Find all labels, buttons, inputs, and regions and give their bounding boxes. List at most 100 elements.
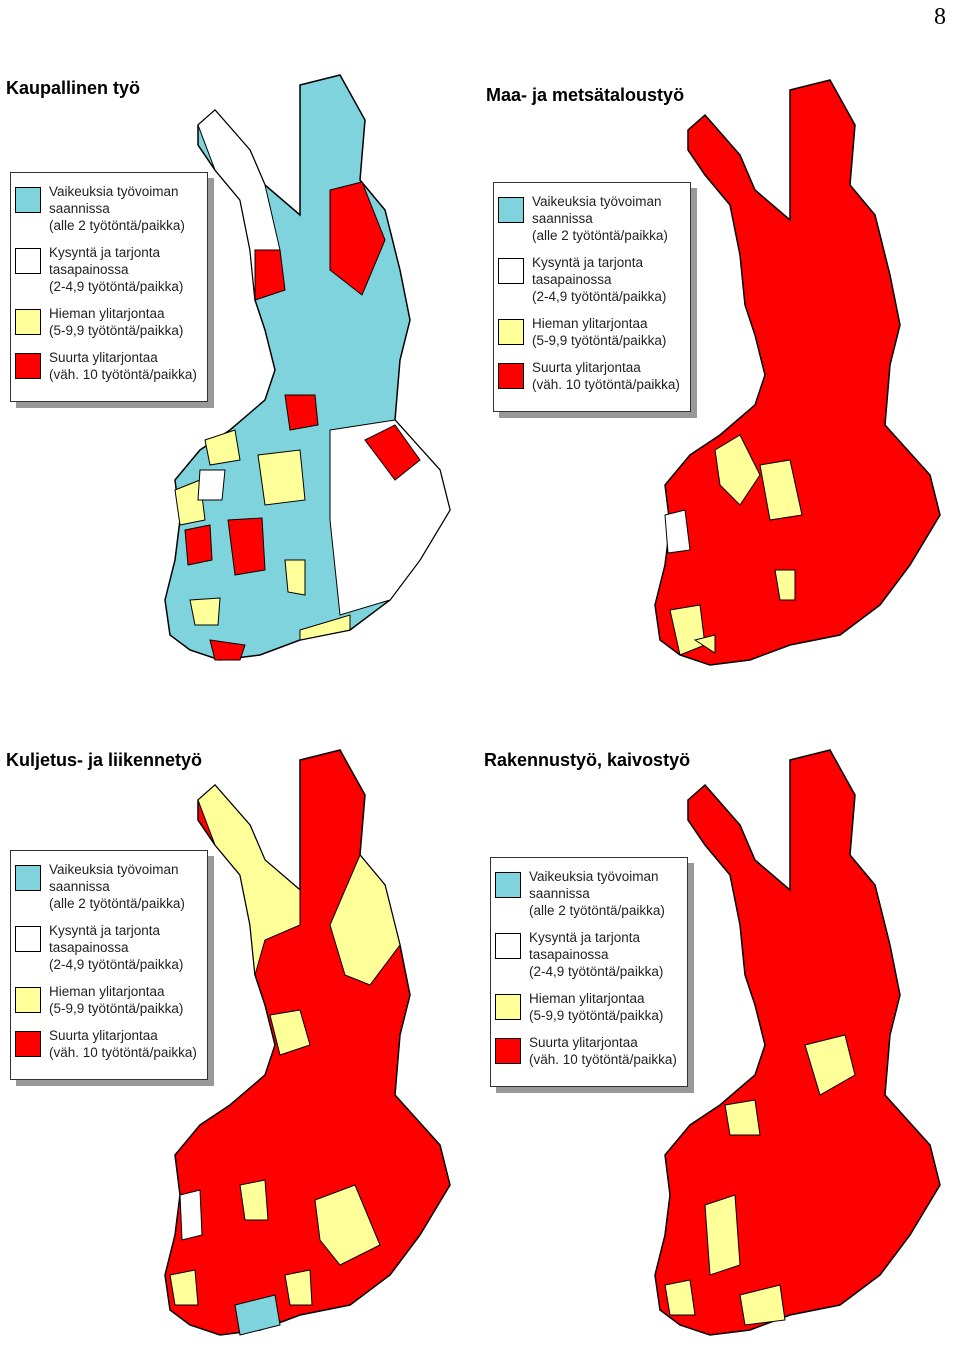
legend-swatch — [15, 187, 41, 213]
legend-item: Kysyntä ja tarjonta tasapainossa (2-4,9 ty… — [495, 929, 687, 980]
legend-text: Hieman ylitarjontaa (5-9,9 työtöntä/paikk… — [49, 983, 183, 1017]
legend-swatch — [495, 872, 521, 898]
legend-item: Vaikeuksia työvoiman saannissa (alle 2 työ… — [15, 861, 207, 912]
map-title: Maa- ja metsätaloustyö — [486, 85, 685, 105]
legend-line: (väh. 10 työtöntä/paikka) — [49, 367, 197, 382]
page-number: 8 — [934, 4, 946, 30]
legend-line: (5-9,9 työtöntä/paikka) — [529, 1008, 664, 1023]
legend-text: Suurta ylitarjontaa (väh. 10 työtöntä/pai… — [529, 1034, 677, 1068]
legend-line: (5-9,9 työtöntä/paikka) — [49, 323, 184, 338]
legend-line: Kysyntä ja tarjonta — [529, 930, 641, 945]
legend-line: saannissa — [532, 211, 593, 226]
legend-line: (alle 2 työtöntä/paikka) — [529, 903, 665, 918]
legend-item: Vaikeuksia työvoiman saannissa (alle 2 työ… — [495, 868, 687, 919]
legend-line: (alle 2 työtöntä/paikka) — [532, 228, 668, 243]
legend-text: Suurta ylitarjontaa (väh. 10 työtöntä/pai… — [49, 1027, 197, 1061]
legend-text: Kysyntä ja tarjonta tasapainossa (2-4,9 ty… — [532, 254, 666, 305]
legend-swatch — [495, 994, 521, 1020]
legend-text: Kysyntä ja tarjonta tasapainossa (2-4,9 ty… — [49, 922, 183, 973]
legend-line: saannissa — [529, 886, 590, 901]
legend-line: tasapainossa — [529, 947, 609, 962]
legend-line: Suurta ylitarjontaa — [532, 360, 641, 375]
legend-line: (väh. 10 työtöntä/paikka) — [529, 1052, 677, 1067]
legend-line: tasapainossa — [532, 272, 612, 287]
legend-line: (alle 2 työtöntä/paikka) — [49, 218, 185, 233]
legend-line: (2-4,9 työtöntä/paikka) — [532, 289, 667, 304]
legend-line: tasapainossa — [49, 262, 129, 277]
legend-line: Vaikeuksia työvoiman — [49, 184, 179, 199]
map-title: Kaupallinen työ — [6, 78, 141, 98]
legend-text: Hieman ylitarjontaa (5-9,9 työtöntä/paikk… — [532, 315, 666, 349]
legend-line: Suurta ylitarjontaa — [529, 1035, 638, 1050]
legend: Vaikeuksia työvoiman saannissa (alle 2 työ… — [493, 182, 691, 412]
legend-item: Hieman ylitarjontaa (5-9,9 työtöntä/paikk… — [495, 990, 687, 1024]
legend-swatch — [15, 987, 41, 1013]
legend-text: Vaikeuksia työvoiman saannissa (alle 2 työ… — [49, 183, 185, 234]
legend-item: Hieman ylitarjontaa (5-9,9 työtöntä/paikk… — [15, 983, 207, 1017]
legend-swatch — [15, 865, 41, 891]
legend-item: Hieman ylitarjontaa (5-9,9 työtöntä/paikk… — [498, 315, 690, 349]
legend-line: (väh. 10 työtöntä/paikka) — [532, 377, 680, 392]
legend-swatch — [498, 363, 524, 389]
legend-swatch — [15, 1031, 41, 1057]
map-title: Kuljetus- ja liikennetyö — [6, 750, 203, 770]
legend-item: Suurta ylitarjontaa (väh. 10 työtöntä/pai… — [15, 349, 207, 383]
legend-line: Vaikeuksia työvoiman — [49, 862, 179, 877]
legend-swatch — [15, 309, 41, 335]
legend-item: Vaikeuksia työvoiman saannissa (alle 2 työ… — [15, 183, 207, 234]
legend-text: Vaikeuksia työvoiman saannissa (alle 2 työ… — [49, 861, 185, 912]
map-3 — [164, 749, 451, 1336]
legend-swatch — [495, 1038, 521, 1064]
legend-swatch — [498, 258, 524, 284]
legend: Vaikeuksia työvoiman saannissa (alle 2 työ… — [10, 850, 208, 1080]
legend-line: Hieman ylitarjontaa — [49, 306, 165, 321]
legend-text: Vaikeuksia työvoiman saannissa (alle 2 työ… — [529, 868, 665, 919]
legend-text: Vaikeuksia työvoiman saannissa (alle 2 työ… — [532, 193, 668, 244]
legend-line: (väh. 10 työtöntä/paikka) — [49, 1045, 197, 1060]
legend-line: Kysyntä ja tarjonta — [532, 255, 644, 270]
legend-line: (5-9,9 työtöntä/paikka) — [49, 1001, 184, 1016]
legend-item: Kysyntä ja tarjonta tasapainossa (2-4,9 ty… — [15, 922, 207, 973]
legend-text: Suurta ylitarjontaa (väh. 10 työtöntä/pai… — [49, 349, 197, 383]
legend-text: Suurta ylitarjontaa (väh. 10 työtöntä/pai… — [532, 359, 680, 393]
legend-line: Suurta ylitarjontaa — [49, 1028, 158, 1043]
legend-line: (2-4,9 työtöntä/paikka) — [49, 279, 184, 294]
legend-item: Vaikeuksia työvoiman saannissa (alle 2 työ… — [498, 193, 690, 244]
map-4 — [654, 749, 941, 1336]
legend-item: Suurta ylitarjontaa (väh. 10 työtöntä/pai… — [498, 359, 690, 393]
legend-line: Vaikeuksia työvoiman — [529, 869, 659, 884]
legend-swatch — [15, 248, 41, 274]
legend-item: Suurta ylitarjontaa (väh. 10 työtöntä/pai… — [15, 1027, 207, 1061]
legend-item: Kysyntä ja tarjonta tasapainossa (2-4,9 ty… — [15, 244, 207, 295]
legend-text: Kysyntä ja tarjonta tasapainossa (2-4,9 ty… — [529, 929, 663, 980]
legend-line: (5-9,9 työtöntä/paikka) — [532, 333, 667, 348]
legend-line: Hieman ylitarjontaa — [532, 316, 648, 331]
legend-swatch — [15, 926, 41, 952]
legend-swatch — [498, 197, 524, 223]
legend-text: Hieman ylitarjontaa (5-9,9 työtöntä/paikk… — [49, 305, 183, 339]
map-title: Rakennustyö, kaivostyö — [484, 750, 691, 770]
legend-line: saannissa — [49, 201, 110, 216]
legend-swatch — [15, 353, 41, 379]
legend: Vaikeuksia työvoiman saannissa (alle 2 työ… — [10, 172, 208, 402]
legend-line: tasapainossa — [49, 940, 129, 955]
legend-line: (2-4,9 työtöntä/paikka) — [529, 964, 664, 979]
legend-line: saannissa — [49, 879, 110, 894]
legend-line: Hieman ylitarjontaa — [49, 984, 165, 999]
legend-line: Kysyntä ja tarjonta — [49, 923, 161, 938]
legend-item: Suurta ylitarjontaa (väh. 10 työtöntä/pai… — [495, 1034, 687, 1068]
legend-swatch — [498, 319, 524, 345]
legend-text: Hieman ylitarjontaa (5-9,9 työtöntä/paikk… — [529, 990, 663, 1024]
legend-line: Kysyntä ja tarjonta — [49, 245, 161, 260]
legend-line: (alle 2 työtöntä/paikka) — [49, 896, 185, 911]
legend-item: Kysyntä ja tarjonta tasapainossa (2-4,9 ty… — [498, 254, 690, 305]
map-1 — [164, 74, 451, 661]
legend: Vaikeuksia työvoiman saannissa (alle 2 työ… — [490, 857, 688, 1087]
legend-line: (2-4,9 työtöntä/paikka) — [49, 957, 184, 972]
legend-line: Vaikeuksia työvoiman — [532, 194, 662, 209]
map-2 — [654, 79, 941, 666]
legend-line: Suurta ylitarjontaa — [49, 350, 158, 365]
legend-text: Kysyntä ja tarjonta tasapainossa (2-4,9 ty… — [49, 244, 183, 295]
